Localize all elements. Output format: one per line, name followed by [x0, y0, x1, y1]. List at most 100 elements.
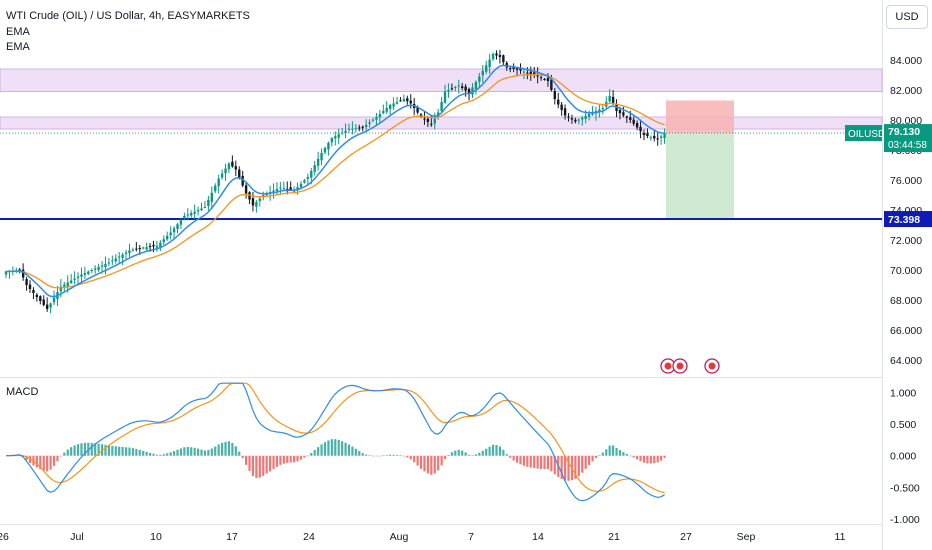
macd-histogram-bar: [83, 442, 86, 456]
candle-body: [45, 304, 49, 309]
macd-pane-label[interactable]: MACD: [6, 386, 39, 398]
macd-histogram-bar: [536, 455, 539, 469]
time-tick-label: 24: [303, 531, 315, 543]
candle-body: [388, 105, 392, 109]
candle-body: [59, 286, 63, 292]
candle-body: [443, 91, 447, 103]
candle-body: [653, 136, 656, 139]
macd-histogram-bar: [588, 455, 591, 465]
macd-histogram-bar: [481, 450, 484, 456]
candle-body: [306, 177, 310, 179]
candle-body: [39, 296, 42, 301]
macd-histogram-bar: [392, 454, 395, 456]
candle-body: [220, 173, 224, 178]
macd-histogram-bar: [594, 455, 598, 459]
candle-body: [351, 128, 354, 130]
candle-body: [313, 165, 316, 172]
macd-histogram-bar: [172, 451, 176, 456]
stop-loss-zone: [666, 100, 734, 134]
candle-body: [581, 117, 584, 120]
ema-slow-line: [6, 73, 665, 289]
macd-histogram-bar: [104, 444, 107, 456]
price-tick-label: 82.000: [890, 85, 922, 97]
ema-indicator-label-1[interactable]: EMA: [6, 26, 30, 38]
chart-title: WTI Crude (OIL) / US Dollar, 4h, EASYMAR…: [6, 10, 250, 22]
macd-histogram-bar: [262, 455, 265, 476]
candle-body: [371, 119, 375, 121]
candle-body: [574, 119, 577, 122]
currency-button[interactable]: USD: [886, 5, 928, 29]
macd-histogram-bar: [471, 455, 474, 456]
macd-histogram-bar: [498, 446, 502, 456]
candle-body: [485, 65, 488, 72]
macd-histogram-bar: [248, 455, 251, 471]
macd-histogram-bar: [550, 455, 553, 472]
macd-histogram-bar: [159, 454, 162, 456]
candle-body: [526, 72, 529, 74]
candle-body: [224, 168, 227, 174]
candle-body: [347, 129, 351, 130]
candle-body: [255, 202, 258, 207]
macd-histogram-bar: [354, 448, 357, 456]
candle-body: [63, 284, 66, 287]
candle-body: [533, 72, 536, 75]
macd-histogram-bar: [39, 455, 42, 470]
candle-body: [111, 260, 114, 262]
candle-body: [447, 90, 450, 92]
ema-indicator-label-2[interactable]: EMA: [6, 41, 30, 53]
macd-histogram-bar: [66, 449, 69, 456]
macd-histogram-bar: [450, 452, 453, 456]
candle-body: [440, 102, 443, 111]
candle-body: [515, 68, 519, 70]
candle-body: [395, 102, 399, 104]
candle-body: [611, 96, 615, 104]
macd-histogram-bar: [612, 445, 615, 456]
candle-body: [210, 192, 213, 202]
candle-body: [179, 220, 183, 225]
candle-body: [659, 136, 663, 138]
candle-body: [42, 299, 45, 305]
macd-histogram-bar: [622, 452, 625, 456]
candle-body: [354, 128, 358, 130]
candle-body: [169, 232, 172, 236]
candle-body: [337, 134, 340, 138]
macd-histogram-bar: [512, 455, 515, 461]
candle-body: [608, 96, 611, 102]
candle-body: [186, 214, 189, 216]
candle-body: [509, 68, 512, 70]
candle-body: [450, 88, 454, 90]
macd-histogram-bar: [402, 455, 405, 457]
macd-histogram-bar: [224, 441, 227, 456]
macd-histogram-bar: [238, 451, 241, 456]
macd-histogram-bar: [553, 455, 556, 475]
macd-histogram-bar: [111, 445, 114, 456]
candle-body: [258, 198, 262, 201]
candle-body: [200, 208, 203, 211]
candle-body: [539, 77, 543, 79]
candle-body: [464, 86, 467, 91]
candle-body: [502, 55, 505, 63]
macd-histogram-bar: [474, 454, 478, 456]
candle-body: [334, 136, 337, 139]
candle-body: [275, 189, 279, 191]
macd-histogram-bar: [461, 450, 464, 456]
us-flag-event-icon: [704, 358, 720, 374]
macd-histogram-bar: [70, 447, 73, 456]
macd-histogram-bar: [344, 442, 347, 456]
candle-body: [76, 276, 80, 278]
macd-histogram-bar: [608, 445, 611, 456]
time-tick-label: Aug: [390, 531, 409, 543]
macd-histogram-bar: [272, 455, 275, 470]
macd-histogram-bar: [25, 455, 28, 461]
candle-body: [481, 70, 484, 76]
macd-histogram-bar: [495, 444, 498, 456]
candle-body: [529, 71, 532, 74]
macd-histogram-bar: [49, 455, 52, 470]
macd-histogram-bar: [279, 455, 282, 465]
candle-body: [286, 188, 289, 190]
candle-body: [543, 78, 546, 80]
macd-histogram-bar: [351, 446, 354, 456]
candle-body: [656, 138, 659, 140]
candle-body: [378, 114, 382, 118]
